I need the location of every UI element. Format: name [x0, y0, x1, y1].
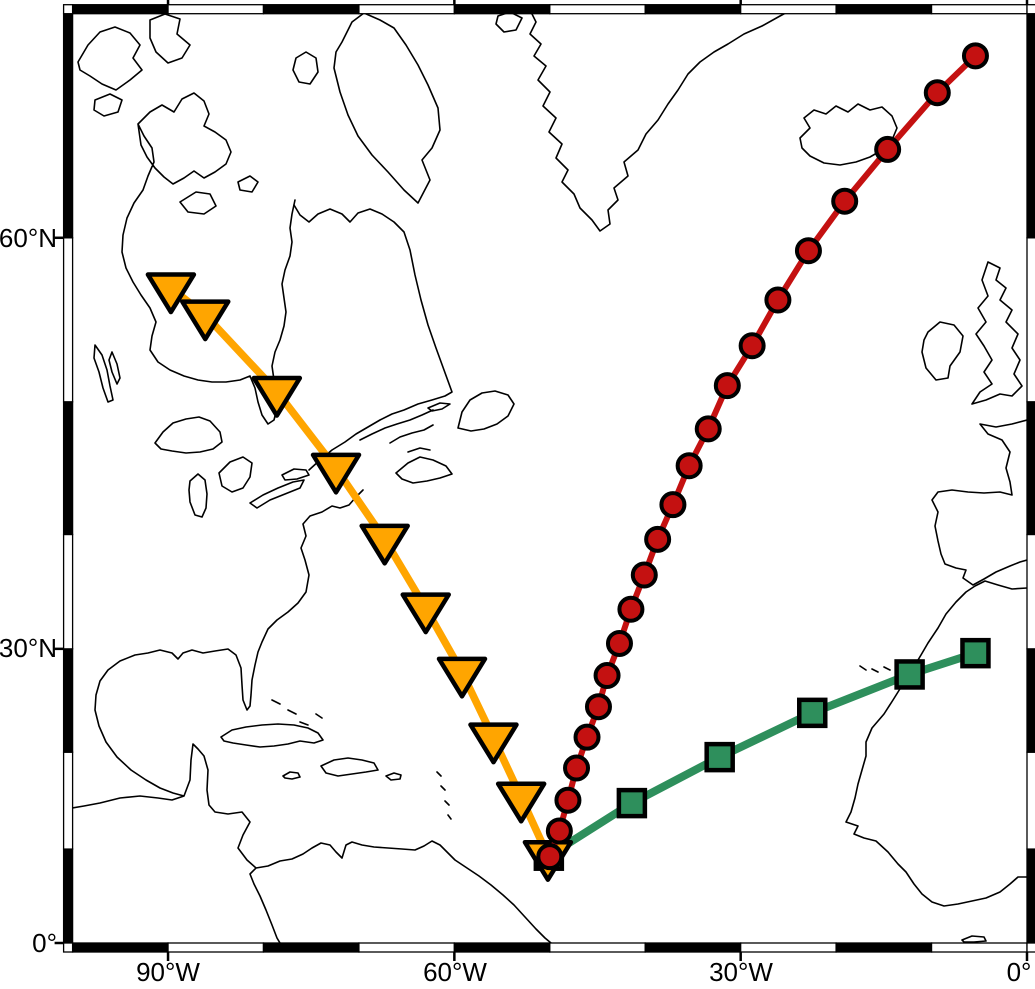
red-circle-track-marker	[874, 135, 902, 163]
frame-block-bottom	[644, 942, 742, 953]
green-square-track-marker	[960, 637, 991, 669]
frame-block-left	[62, 237, 74, 403]
coastline-greenland	[495, 13, 787, 232]
red-circle-track-marker	[694, 415, 722, 443]
frame-block-left	[62, 533, 74, 650]
red-circle-track-marker	[605, 629, 633, 657]
frame-block-top	[71, 4, 169, 15]
orange-triangle-track-marker	[145, 272, 197, 315]
frame-block-right	[1026, 237, 1035, 403]
red-circle-track-marker	[563, 754, 591, 782]
red-circle-track-marker	[554, 786, 582, 814]
coastline-europe	[921, 261, 1028, 586]
red-circle-track-marker	[584, 693, 612, 721]
y-tick-label-0: 0°	[32, 928, 57, 958]
frame-block-left	[62, 751, 74, 850]
frame-block-bottom	[453, 942, 551, 953]
frame-block-right	[1026, 533, 1035, 650]
frame-block-top	[835, 4, 933, 15]
frame-block-left	[62, 13, 74, 239]
frame-block-top	[930, 4, 1028, 15]
coastline-hudson-bay-arctic	[77, 13, 441, 425]
frame-block-bottom	[71, 942, 169, 953]
green-square-track-marker	[704, 741, 735, 773]
frame-block-right	[1026, 751, 1035, 850]
axis-labels: 90°W 60°W 30°W 0° 60°N 30°N 0°	[0, 223, 1031, 987]
frame-block-left	[62, 401, 74, 536]
frame-corner	[62, 4, 74, 15]
red-circle-track-marker	[593, 662, 621, 690]
red-circle-track-marker	[659, 491, 687, 519]
red-circle-track-marker	[617, 595, 645, 623]
frame-block-top	[549, 4, 646, 15]
red-circle-track-marker	[713, 372, 741, 400]
red-circle-track-marker	[536, 843, 564, 871]
orange-triangle-track-marker	[495, 781, 547, 824]
frame-block-left	[62, 848, 74, 944]
frame-corner	[1026, 942, 1035, 953]
frame-block-bottom	[549, 942, 646, 953]
coastline-north-america	[72, 204, 552, 943]
frame-block-left	[62, 648, 74, 753]
frame-block-bottom	[262, 942, 360, 953]
orange-triangle-track-marker	[468, 722, 519, 765]
y-tick-label-30n: 30°N	[0, 633, 57, 663]
orange-triangle-track-marker	[400, 592, 451, 635]
frame-block-bottom	[835, 942, 933, 953]
red-circle-track-marker	[794, 237, 822, 265]
x-tick-label-30w: 30°W	[709, 957, 773, 987]
red-circle-track-marker	[961, 42, 989, 70]
x-tick-label-60w: 60°W	[423, 957, 487, 987]
red-circle-track-marker	[644, 525, 672, 553]
frame-block-bottom	[167, 942, 265, 953]
great-lakes	[93, 344, 310, 518]
red-circle-track-marker	[675, 452, 703, 480]
frame-block-right	[1026, 648, 1035, 753]
red-circle-track-marker	[764, 286, 792, 314]
coastline-africa	[845, 580, 1028, 943]
frame-block-top	[167, 4, 265, 15]
red-circle-track-marker	[831, 187, 859, 215]
green-square-track-marker	[797, 697, 828, 729]
orange-triangle-track-marker	[251, 375, 303, 418]
tracks-layer	[145, 42, 991, 882]
frame-block-right	[1026, 848, 1035, 944]
orange-triangle-track-line	[167, 284, 552, 860]
x-tick-label-0: 0°	[1007, 957, 1032, 987]
frame-block-bottom	[358, 942, 456, 953]
red-circle-track-marker	[923, 79, 951, 107]
frame-block-top	[453, 4, 551, 15]
frame-block-top	[262, 4, 360, 15]
map-frame	[54, 0, 1035, 961]
red-circle-track-line	[546, 52, 979, 860]
frame-block-top	[358, 4, 456, 15]
frame-block-bottom	[740, 942, 837, 953]
green-square-track-marker	[616, 787, 648, 819]
frame-corner	[62, 942, 74, 953]
frame-block-top	[740, 4, 837, 15]
orange-triangle-track-marker	[436, 656, 488, 699]
red-circle-track-marker	[573, 723, 601, 751]
orange-triangle-track-marker	[310, 452, 362, 495]
orange-triangle-track-marker	[180, 299, 231, 342]
red-circle-track-marker	[630, 561, 658, 589]
frame-corner	[1026, 4, 1035, 15]
y-tick-label-60n: 60°N	[0, 223, 57, 253]
coastline-caribbean-islands	[220, 699, 452, 820]
frame-block-bottom	[930, 942, 1028, 953]
frame-block-right	[1026, 401, 1035, 536]
frame-block-top	[644, 4, 742, 15]
x-tick-label-90w: 90°W	[136, 957, 200, 987]
coastline-iceland	[799, 103, 898, 166]
red-circle-track-marker	[738, 332, 766, 360]
green-square-track-marker	[894, 659, 925, 690]
red-circle-track-marker	[545, 817, 573, 845]
coastlines-layer	[72, 13, 1028, 943]
coastline-maritimes-newfoundland	[395, 390, 515, 484]
orange-triangle-track-marker	[359, 523, 410, 566]
frame-block-right	[1026, 13, 1035, 239]
